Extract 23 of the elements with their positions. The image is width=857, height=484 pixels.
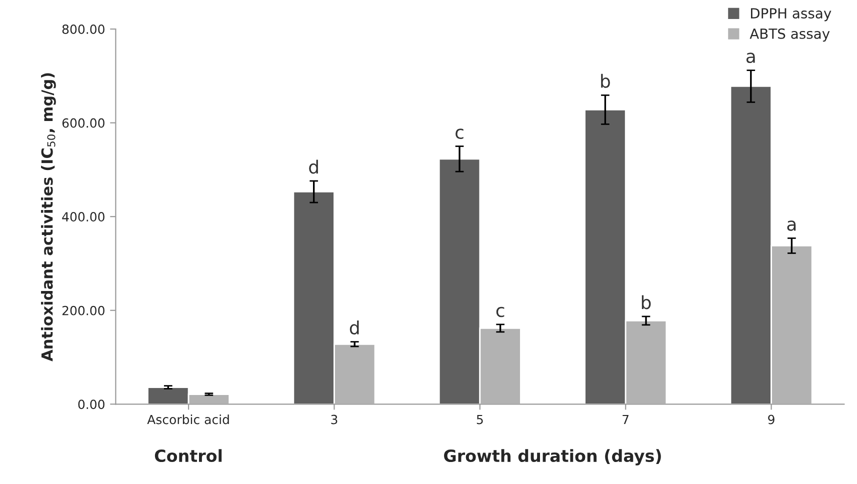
data-label: d	[350, 320, 359, 335]
legend-label: DPPH assay	[750, 8, 832, 22]
x-tick-label: 9	[768, 414, 774, 424]
y-tick-label: 200.00	[62, 306, 104, 316]
x-axis-title: Growth duration (days)	[444, 449, 661, 466]
data-label: b	[642, 295, 651, 310]
y-tick-label: 400.00	[62, 212, 104, 222]
x-tick-label: 5	[476, 414, 483, 424]
data-label: a	[746, 52, 755, 64]
y-tick-label: 0.00	[78, 400, 104, 410]
data-label: a	[787, 220, 796, 231]
x-tick-label: 3	[331, 414, 338, 424]
y-tick-label: 800.00	[62, 24, 104, 34]
data-label: c	[456, 128, 464, 140]
x-tick-label: Ascorbic acid	[147, 414, 229, 424]
data-label: c	[496, 306, 504, 318]
text: Control	[154, 449, 222, 462]
legend-label: ABTS assay	[750, 28, 830, 42]
data-label: b	[601, 74, 610, 88]
data-label: d	[309, 160, 318, 174]
y-axis-title: Antioxidant activities (IC$_{50}$, mg/g)	[41, 73, 56, 362]
y-tick-label: 600.00	[62, 118, 104, 128]
x-tick-label: 7	[622, 414, 629, 424]
